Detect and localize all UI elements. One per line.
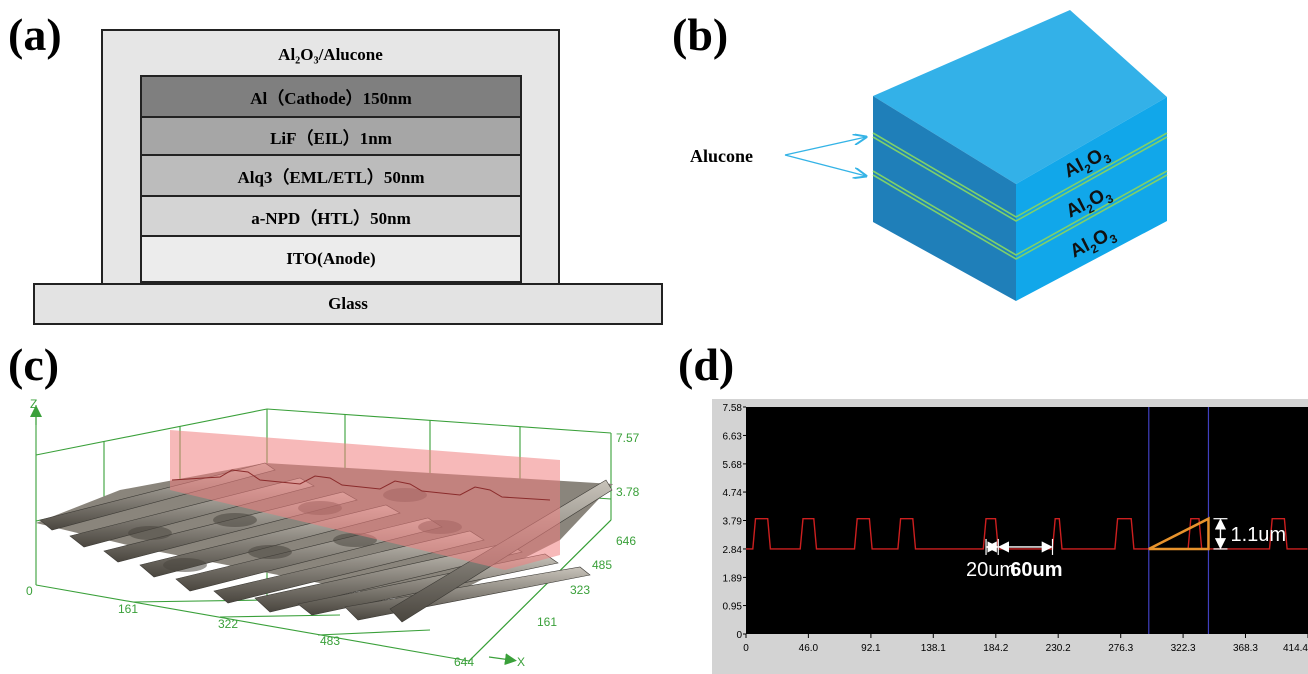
x-tick-label: 276.3 — [1108, 643, 1133, 654]
x-tick-label: 368.3 — [1233, 643, 1258, 654]
cube-top-face — [873, 10, 1167, 184]
x-tick-483: 483 — [320, 634, 340, 648]
panel-label-a: (a) — [8, 9, 62, 60]
npd-layer: a-NPD（HTL）50nm — [140, 195, 522, 237]
lif-layer: LiF（EIL）1nm — [140, 116, 522, 156]
width-annotation: 60um — [1010, 559, 1062, 581]
panel-label-b: (b) — [672, 9, 729, 60]
y-tick-label: 2.84 — [723, 545, 743, 556]
section-profile — [171, 469, 551, 501]
plot-area — [746, 407, 1308, 634]
cube-left-face — [873, 96, 1016, 301]
x-tick-0: 0 — [26, 584, 33, 598]
ito-layer: ITO(Anode) — [140, 235, 522, 283]
cathode-layer: Al（Cathode）150nm — [140, 75, 522, 118]
cube-right-face — [1016, 97, 1167, 301]
z-axis-label: Z — [30, 397, 37, 411]
z-tick-mid: 3.788 — [616, 485, 640, 499]
surface-3d-plot: Z X 7.577 — [26, 397, 640, 669]
panel-label-d: (d) — [678, 339, 735, 390]
alucone-label: Alucone — [690, 146, 753, 166]
y-tick-label: 7.58 — [723, 403, 743, 414]
section-plane — [170, 430, 560, 570]
glass-substrate: Glass — [33, 283, 663, 325]
y-tick-646: 646 — [616, 534, 636, 548]
y-tick-label: 4.74 — [723, 488, 743, 499]
encapsulation-label: Al₂O₃/Alucone — [278, 45, 383, 64]
y-tick-485: 485 — [592, 558, 612, 572]
x-tick-label: 184.2 — [983, 643, 1008, 654]
x-axis-label: X — [517, 655, 525, 669]
profile-chart: 7.58 6.63 5.68 4.74 3.79 2.84 1.89 0.95 0 0 46.0 9… — [723, 403, 1308, 654]
gap-annotation: 20um — [966, 559, 1016, 581]
x-tick-label: 414.4 — [1283, 643, 1308, 654]
x-tick-161: 161 — [118, 602, 138, 616]
panel-label-c: (c) — [8, 339, 60, 390]
y-tick-161: 161 — [537, 615, 557, 629]
slope-triangle — [1148, 516, 1210, 551]
alucone-stripes — [872, 132, 1168, 260]
x-tick-label: 138.1 — [921, 643, 946, 654]
x-tick-label: 0 — [743, 643, 749, 654]
x-tick-label: 92.1 — [861, 643, 881, 654]
y-tick-323: 323 — [570, 583, 590, 597]
y-tick-label: 6.63 — [723, 431, 743, 442]
alucone-arrow-1 — [784, 137, 866, 156]
alucone-arrow-2 — [784, 154, 866, 176]
y-tick-label: 5.68 — [723, 460, 743, 471]
y-tick-label: 1.89 — [723, 573, 743, 584]
x-tick-644: 644 — [454, 655, 474, 669]
profile-line — [746, 517, 1308, 550]
x-tick-label: 322.3 — [1171, 643, 1196, 654]
x-tick-label: 230.2 — [1046, 643, 1071, 654]
height-annotation: 1.1um — [1230, 524, 1286, 546]
y-tick-label: 0 — [736, 630, 742, 641]
y-tick-label: 3.79 — [723, 517, 743, 528]
z-tick-top: 7.577 — [616, 431, 640, 445]
y-tick-label: 0.95 — [723, 602, 743, 613]
x-tick-label: 46.0 — [799, 643, 819, 654]
alq3-layer: Alq3（EML/ETL）50nm — [140, 154, 522, 197]
x-tick-322: 322 — [218, 617, 238, 631]
tfe-cube-diagram: Alucone Al2O3 Al2O3 Al2O3 — [690, 10, 1168, 301]
